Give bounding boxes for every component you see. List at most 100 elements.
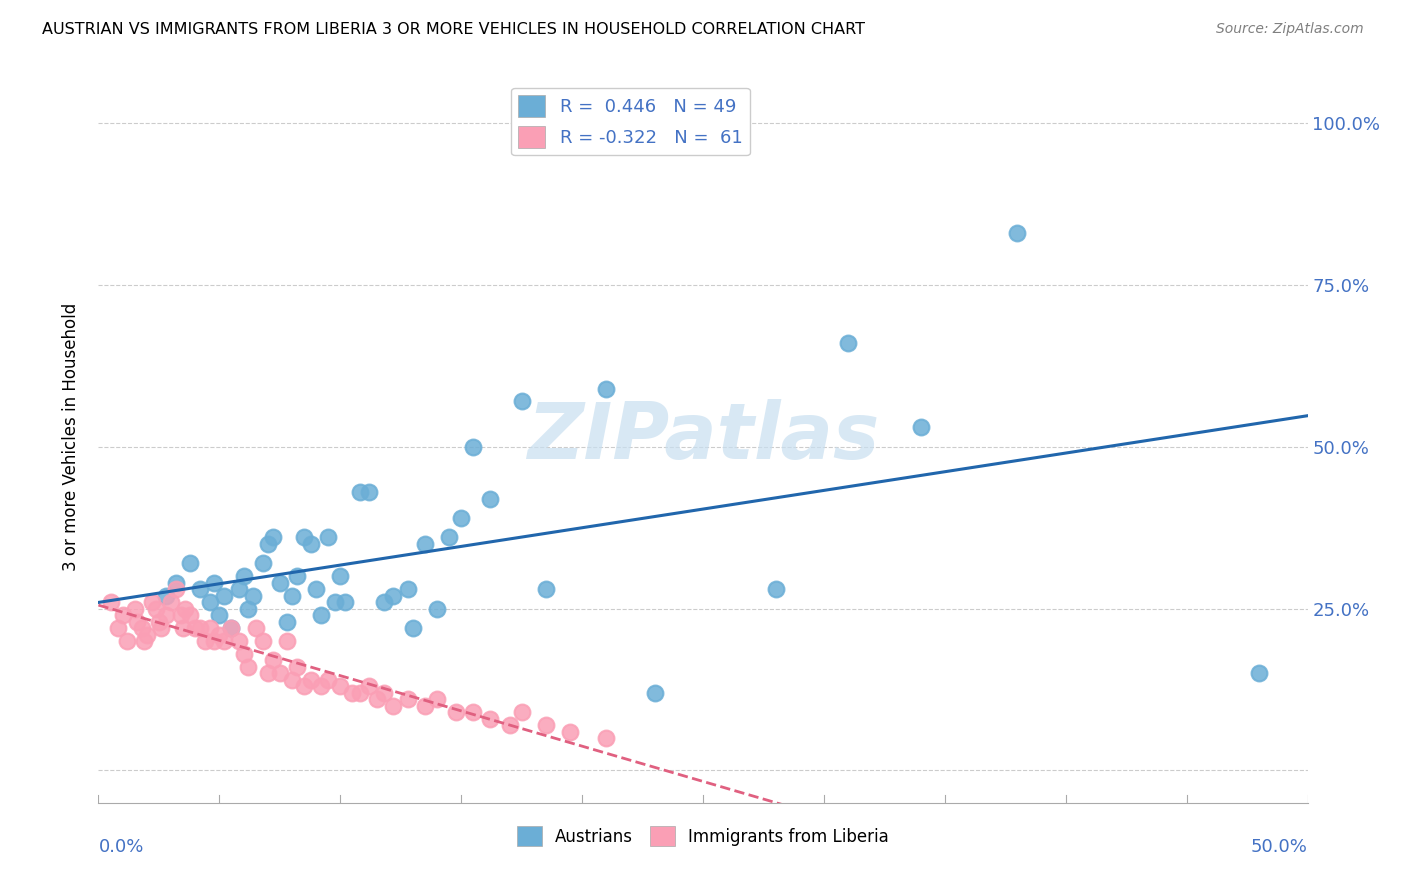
Point (450, 511, 472, 525)
Point (238, 601, 260, 615)
Point (212, 634, 235, 648)
Point (232, 647, 254, 661)
Point (292, 679, 315, 693)
Point (595, 382, 617, 396)
Point (299, 673, 322, 687)
Point (382, 589, 405, 603)
Point (232, 569, 254, 583)
Point (242, 589, 264, 603)
Point (1249, 666, 1271, 681)
Point (184, 621, 207, 635)
Point (382, 698, 405, 713)
Point (198, 595, 221, 609)
Point (212, 589, 235, 603)
Point (155, 608, 177, 623)
Point (221, 621, 243, 635)
Point (316, 530, 339, 544)
Point (155, 589, 177, 603)
Point (117, 634, 139, 648)
Point (366, 692, 388, 706)
Point (510, 705, 533, 719)
Point (262, 530, 284, 544)
Point (160, 595, 183, 609)
Point (329, 679, 352, 693)
Point (644, 686, 666, 700)
Point (413, 698, 436, 713)
Point (1007, 226, 1029, 240)
Point (269, 575, 291, 590)
Point (204, 575, 226, 590)
Y-axis label: 3 or more Vehicles in Household: 3 or more Vehicles in Household (62, 303, 80, 571)
Point (402, 621, 425, 635)
Point (285, 660, 308, 674)
Point (281, 589, 304, 603)
Point (238, 660, 260, 674)
Point (333, 595, 356, 609)
Point (342, 686, 364, 700)
Point (446, 705, 468, 719)
Point (100, 595, 122, 609)
Point (426, 692, 449, 706)
Point (124, 601, 146, 615)
Point (150, 621, 173, 635)
Point (131, 621, 153, 635)
Point (463, 705, 485, 719)
Point (179, 557, 201, 571)
Point (595, 731, 617, 745)
Point (413, 537, 436, 551)
Point (373, 686, 395, 700)
Point (172, 621, 194, 635)
Point (309, 679, 332, 693)
Point (145, 601, 167, 615)
Point (174, 601, 197, 615)
Legend: Austrians, Immigrants from Liberia: Austrians, Immigrants from Liberia (510, 820, 896, 853)
Point (305, 582, 328, 597)
Point (463, 440, 485, 454)
Point (194, 634, 217, 648)
Point (437, 530, 460, 544)
Point (510, 394, 533, 409)
Point (281, 673, 304, 687)
Point (208, 627, 231, 641)
Point (204, 634, 226, 648)
Point (309, 608, 332, 623)
Point (349, 686, 371, 700)
Point (111, 608, 134, 623)
Point (498, 718, 520, 732)
Point (349, 485, 371, 500)
Point (256, 537, 278, 551)
Point (765, 582, 787, 597)
Point (252, 634, 274, 648)
Text: AUSTRIAN VS IMMIGRANTS FROM LIBERIA 3 OR MORE VEHICLES IN HOUSEHOLD CORRELATION : AUSTRIAN VS IMMIGRANTS FROM LIBERIA 3 OR… (42, 22, 865, 37)
Point (107, 621, 129, 635)
Point (221, 621, 243, 635)
Point (558, 724, 581, 739)
Point (148, 615, 170, 629)
Point (359, 485, 381, 500)
Point (329, 569, 352, 583)
Point (165, 582, 187, 597)
Point (127, 615, 149, 629)
Point (228, 582, 250, 597)
Point (269, 666, 291, 681)
Text: 50.0%: 50.0% (1251, 838, 1308, 855)
Point (373, 595, 395, 609)
Point (276, 634, 298, 648)
Point (169, 608, 191, 623)
Point (359, 679, 381, 693)
Point (534, 582, 557, 597)
Point (396, 582, 419, 597)
Point (910, 420, 932, 434)
Point (252, 557, 274, 571)
Point (134, 634, 156, 648)
Text: 0.0%: 0.0% (98, 838, 143, 855)
Point (256, 666, 278, 681)
Point (325, 595, 347, 609)
Point (245, 621, 267, 635)
Point (276, 615, 298, 629)
Point (179, 608, 201, 623)
Point (534, 718, 557, 732)
Point (479, 491, 502, 506)
Point (165, 575, 187, 590)
Point (188, 621, 211, 635)
